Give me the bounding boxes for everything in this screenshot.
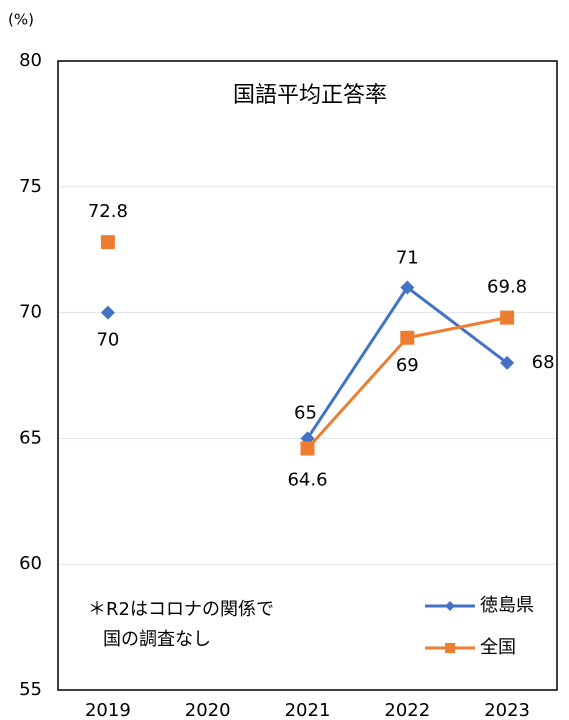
data-label: 69.8	[487, 277, 527, 298]
point	[400, 280, 415, 295]
legend-label: 全国	[480, 637, 516, 658]
annotation: ＊R2はコロナの関係で	[88, 599, 274, 620]
point	[100, 235, 115, 250]
x-tick-label: 2020	[185, 700, 231, 720]
y-tick-label: 65	[19, 427, 42, 448]
y-tick-label: 60	[19, 553, 42, 574]
annotation: 国の調査なし	[103, 629, 211, 650]
legend-label: 徳島県	[480, 595, 534, 616]
x-tick-label: 2022	[384, 700, 430, 720]
legend-marker	[445, 601, 455, 611]
x-tick-label: 2019	[85, 700, 131, 720]
plot-frame	[57, 60, 558, 691]
chart-title: 国語平均正答率	[233, 83, 387, 108]
y-tick-label: 55	[19, 679, 42, 700]
point	[400, 330, 415, 345]
data-label: 71	[396, 247, 419, 268]
data-label: 70	[96, 330, 119, 351]
data-label: 64.6	[287, 469, 327, 490]
data-label: 68	[532, 352, 555, 373]
y-tick-label: 75	[19, 176, 42, 197]
point	[300, 441, 315, 456]
y-unit: (%)	[8, 11, 34, 29]
data-label: 72.8	[88, 201, 128, 222]
y-tick-label: 70	[19, 302, 42, 323]
x-tick-label: 2021	[285, 700, 331, 720]
point	[100, 305, 115, 320]
data-label: 69	[396, 355, 419, 376]
data-label: 65	[294, 402, 317, 423]
point	[500, 310, 515, 325]
y-tick-label: 80	[19, 50, 42, 71]
point	[500, 355, 515, 370]
x-tick-label: 2023	[484, 700, 530, 720]
legend-marker	[445, 643, 455, 653]
